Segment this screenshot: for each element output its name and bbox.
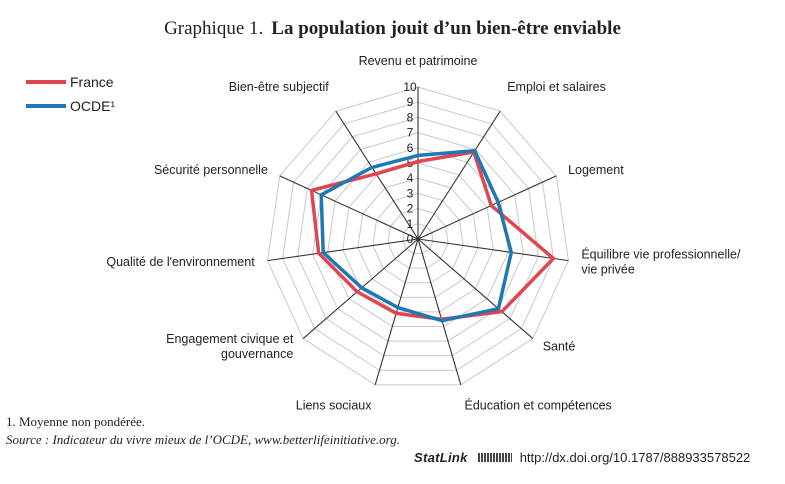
axis-category-label: Santé [543, 340, 576, 354]
axis-category-label: Qualité de l'environnement [106, 255, 255, 269]
axis-category-label: Logement [568, 163, 624, 177]
footnote: 1. Moyenne non pondérée. [6, 414, 145, 429]
axis-line [417, 175, 557, 240]
axis-line [417, 238, 569, 262]
grid-ring [267, 86, 569, 386]
scale-tick-label: 7 [407, 126, 414, 140]
scale-tick-label: 4 [407, 171, 414, 185]
grid-ring [402, 223, 434, 255]
grid-ring [372, 192, 464, 284]
scale-tick-label: 1 [407, 217, 414, 231]
axis-category-label: Équilibre vie professionnelle/vie privée [581, 246, 741, 276]
axis-category-label: Bien-être subjectif [229, 80, 330, 94]
axis-line [417, 238, 462, 385]
axis-category-label: Revenu et patrimoine [359, 54, 478, 68]
axis-line [279, 175, 419, 240]
statlink-brand: StatLink [414, 450, 468, 465]
axis-category-label: Liens sociaux [296, 398, 372, 412]
axis-labels: Revenu et patrimoine Emploi et salaires Lo… [106, 54, 741, 412]
radar-axes [267, 87, 569, 385]
chart-number: Graphique 1. [164, 18, 264, 39]
axis-line [267, 238, 419, 262]
grid-ring [357, 177, 479, 298]
scale-tick-label: 6 [407, 141, 414, 155]
legend-label: OCDE¹ [70, 98, 115, 114]
source-line: Source : Indicateur du vivre mieux de l’… [6, 432, 400, 447]
grid-ring [297, 116, 539, 357]
chart-heading: La population jouit d’un bien-être envia… [271, 18, 621, 39]
scale-tick-label: 9 [407, 95, 414, 109]
series-line-france [309, 150, 556, 321]
statlink-url[interactable]: http://dx.doi.org/10.1787/888933578522 [519, 450, 751, 465]
statlink-barcode-icon [477, 453, 512, 462]
series-line-ocde [319, 149, 514, 323]
scale-tick-label: 2 [407, 202, 414, 216]
grid-ring [387, 208, 449, 269]
scale-tick-label: 0 [407, 232, 414, 246]
statlink: StatLink http://dx.doi.org/10.1787/88893… [414, 450, 750, 465]
chart-title: Graphique 1. La population jouit d’un bie… [0, 18, 785, 40]
axis-line [417, 238, 534, 339]
grid-ring [282, 101, 554, 371]
axis-line [417, 110, 501, 240]
legend: France OCDE¹ [26, 74, 115, 114]
axis-category-label: Emploi et salaires [507, 80, 606, 94]
axis-category-label: Engagement civique et gouvernance [166, 332, 294, 361]
axis-category-label: Sécurité personnelle [154, 163, 268, 177]
radar-series [309, 149, 556, 323]
scale-tick-label: 10 [403, 80, 417, 94]
scale-tick-label: 8 [407, 110, 414, 124]
axis-category-label: Éducation et compétences [464, 397, 611, 412]
legend-label: France [70, 74, 114, 90]
scale-tick-label: 3 [407, 186, 414, 200]
